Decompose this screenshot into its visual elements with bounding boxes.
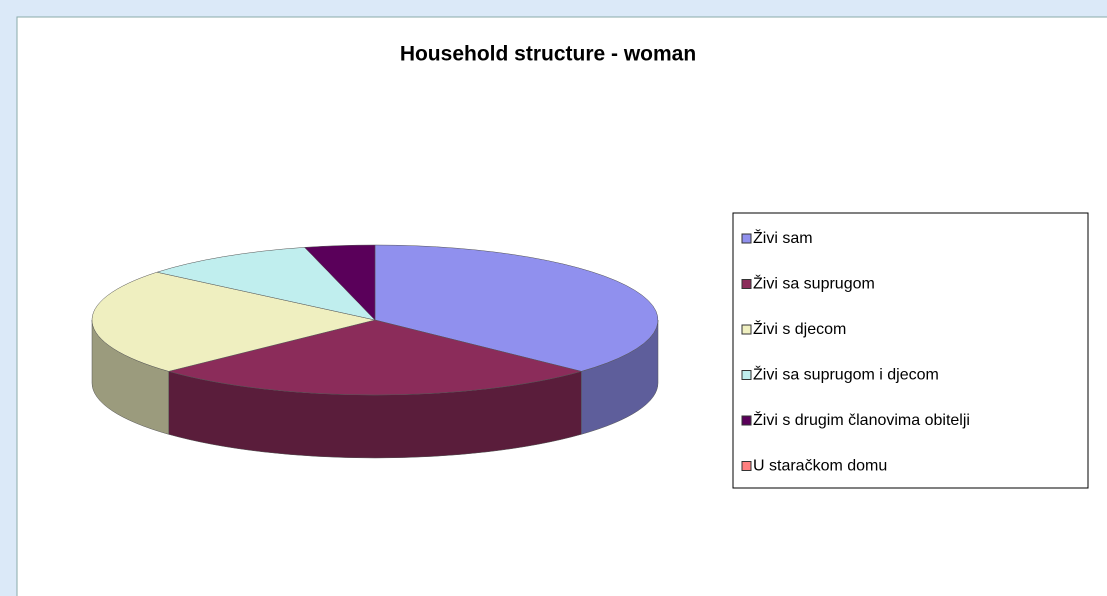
legend-swatch bbox=[741, 461, 752, 471]
legend-swatch bbox=[741, 324, 752, 335]
legend-swatch bbox=[741, 279, 752, 289]
legend-label: Živi s djecom bbox=[753, 319, 846, 338]
legend-label: Živi s drugim članovima obitelji bbox=[753, 410, 970, 429]
pie bbox=[91, 244, 659, 459]
legend-swatch bbox=[741, 233, 752, 244]
legend-label: Živi sa suprugom i djecom bbox=[753, 365, 939, 384]
pie-slice bbox=[304, 244, 376, 321]
legend bbox=[732, 212, 1089, 489]
chart-title: Household structure - woman bbox=[400, 43, 696, 66]
legend-items: Živi sam Živi sa suprugom Živi s djecom Živ… bbox=[741, 228, 970, 475]
legend-swatch bbox=[741, 370, 752, 380]
legend-swatch bbox=[741, 415, 752, 426]
pie-slice bbox=[167, 319, 583, 396]
legend-label: U staračkom domu bbox=[753, 458, 887, 475]
pie-slice bbox=[155, 247, 376, 321]
legend-label: Živi sam bbox=[753, 228, 813, 247]
legend-label: Živi sa suprugom bbox=[753, 274, 875, 293]
pie-slice bbox=[374, 244, 659, 372]
pie-slice bbox=[91, 271, 376, 372]
